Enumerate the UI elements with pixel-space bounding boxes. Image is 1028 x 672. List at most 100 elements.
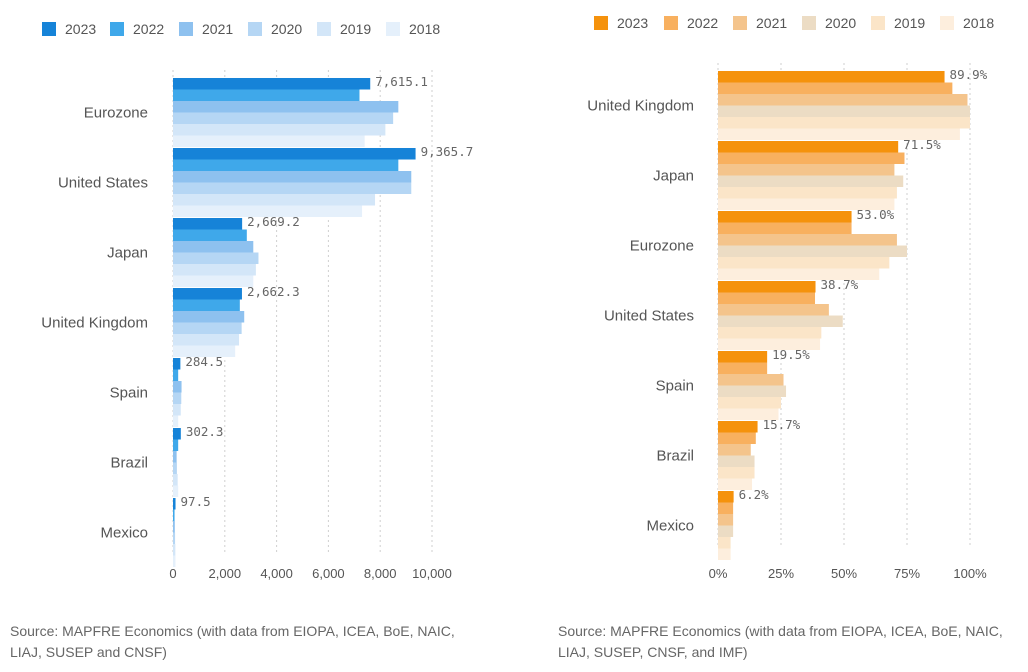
right-bar-2022-1 <box>718 152 905 164</box>
right-x-tick-label-0: 0% <box>709 566 728 581</box>
right-bar-2019-1 <box>718 187 897 199</box>
left-x-tick-label-5: 10,000 <box>412 566 452 581</box>
left-data-label-1: 9,365.7 <box>421 144 474 159</box>
left-bar-2018-3 <box>173 345 236 357</box>
right-x-tick-label-2: 50% <box>831 566 857 581</box>
right-category-label-3: United States <box>604 308 694 325</box>
left-bar-2018-1 <box>173 205 363 217</box>
left-bar-2021-5 <box>173 451 177 463</box>
left-bar-2020-3 <box>173 322 242 334</box>
right-bar-2020-2 <box>718 245 907 257</box>
right-bar-2018-2 <box>718 268 880 280</box>
left-bar-2023-0 <box>173 78 371 90</box>
left-bar-2022-1 <box>173 159 399 171</box>
left-legend-swatch-2022 <box>110 22 124 36</box>
left-category-label-2: Japan <box>107 245 148 262</box>
right-bar-2022-6 <box>718 502 734 514</box>
right-bar-2023-4 <box>718 351 768 363</box>
left-bar-2022-5 <box>173 439 179 451</box>
right-legend-label-2019: 2019 <box>894 15 925 31</box>
right-bar-2018-1 <box>718 198 895 210</box>
right-category-label-2: Eurozone <box>630 238 694 255</box>
right-bar-2021-2 <box>718 234 897 246</box>
right-bar-2022-3 <box>718 292 816 304</box>
right-legend-swatch-2019 <box>871 16 885 30</box>
right-bar-2020-6 <box>718 525 734 537</box>
right-bar-2020-5 <box>718 455 755 467</box>
right-bar-2022-4 <box>718 362 768 374</box>
left-legend-label-2020: 2020 <box>271 21 302 37</box>
right-bar-2019-0 <box>718 117 970 129</box>
left-bar-2022-0 <box>173 89 360 101</box>
right-bar-2018-6 <box>718 548 731 560</box>
left-legend-swatch-2020 <box>248 22 262 36</box>
right-data-label-6: 6.2% <box>739 487 770 502</box>
right-data-label-5: 15.7% <box>763 417 801 432</box>
left-bar-2023-6 <box>173 498 176 510</box>
right-legend-swatch-2022 <box>664 16 678 30</box>
left-bar-2019-4 <box>173 404 181 416</box>
left-bar-2020-4 <box>173 392 182 404</box>
right-bar-2019-4 <box>718 397 781 409</box>
left-bar-2020-0 <box>173 112 394 124</box>
left-bar-2023-3 <box>173 288 242 300</box>
right-legend-swatch-2021 <box>733 16 747 30</box>
right-x-tick-label-1: 25% <box>768 566 794 581</box>
right-bar-2023-5 <box>718 421 758 433</box>
right-legend-swatch-2023 <box>594 16 608 30</box>
right-legend-label-2023: 2023 <box>617 15 648 31</box>
left-category-label-6: Mexico <box>100 525 148 542</box>
right-bar-2018-4 <box>718 408 779 420</box>
left-legend-swatch-2018 <box>386 22 400 36</box>
left-bar-2018-4 <box>173 415 179 427</box>
left-category-label-1: United States <box>58 175 148 192</box>
left-bar-2023-1 <box>173 148 416 160</box>
left-bar-2020-2 <box>173 252 259 264</box>
left-category-label-0: Eurozone <box>84 105 148 122</box>
right-category-label-4: Spain <box>656 378 694 395</box>
left-bar-2018-5 <box>173 485 179 497</box>
left-legend-swatch-2019 <box>317 22 331 36</box>
right-data-label-3: 38.7% <box>821 277 859 292</box>
left-data-label-0: 7,615.1 <box>375 74 428 89</box>
left-bar-2021-4 <box>173 381 182 393</box>
left-x-tick-label-0: 0 <box>169 566 176 581</box>
right-category-label-5: Brazil <box>656 448 694 465</box>
left-x-tick-label-3: 6,000 <box>312 566 345 581</box>
left-bar-2020-5 <box>173 462 177 474</box>
left-data-label-5: 302.3 <box>186 424 224 439</box>
left-bar-2019-3 <box>173 334 240 346</box>
right-bar-2023-2 <box>718 211 852 223</box>
left-bar-2023-4 <box>173 358 181 370</box>
right-bar-2019-5 <box>718 467 755 479</box>
right-bar-2021-0 <box>718 94 968 106</box>
left-bar-2021-6 <box>173 521 175 533</box>
right-bar-2020-0 <box>718 105 970 117</box>
left-bar-2022-3 <box>173 299 240 311</box>
left-bar-2018-2 <box>173 275 254 287</box>
left-category-label-4: Spain <box>110 385 148 402</box>
left-bar-2021-2 <box>173 241 254 253</box>
left-category-label-5: Brazil <box>110 455 148 472</box>
right-category-label-1: Japan <box>653 168 694 185</box>
left-data-label-3: 2,662.3 <box>247 284 300 299</box>
left-bar-2022-2 <box>173 229 247 241</box>
left-bar-2018-0 <box>173 135 365 147</box>
left-legend-label-2021: 2021 <box>202 21 233 37</box>
left-source-note: Source: MAPFRE Economics (with data from… <box>10 623 455 660</box>
left-bar-2023-2 <box>173 218 243 230</box>
right-bar-2018-3 <box>718 338 821 350</box>
left-bar-2023-5 <box>173 428 181 440</box>
right-legend-label-2020: 2020 <box>825 15 856 31</box>
left-data-label-4: 284.5 <box>185 354 223 369</box>
left-legend-swatch-2021 <box>179 22 193 36</box>
left-x-tick-label-2: 4,000 <box>260 566 293 581</box>
right-bar-2022-5 <box>718 432 756 444</box>
left-bar-2020-6 <box>173 532 176 544</box>
left-x-tick-label-4: 8,000 <box>364 566 397 581</box>
left-legend-label-2019: 2019 <box>340 21 371 37</box>
right-bar-2019-3 <box>718 327 822 339</box>
left-x-tick-label-1: 2,000 <box>209 566 242 581</box>
right-bar-2023-6 <box>718 491 734 503</box>
right-bar-2018-0 <box>718 128 960 140</box>
